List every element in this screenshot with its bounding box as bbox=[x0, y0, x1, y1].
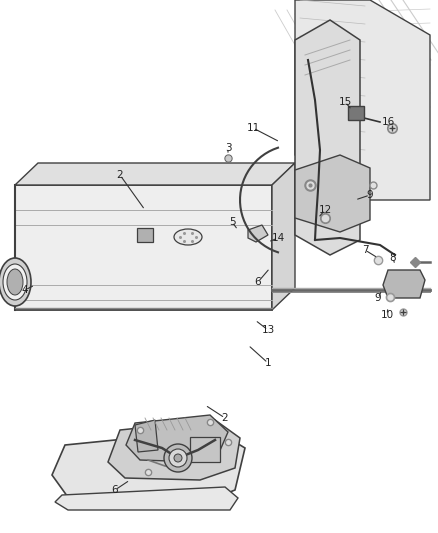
Text: 2: 2 bbox=[117, 170, 124, 180]
Bar bbox=[137, 228, 153, 242]
Text: 6: 6 bbox=[112, 485, 118, 495]
Text: 5: 5 bbox=[229, 217, 235, 227]
Text: 11: 11 bbox=[246, 123, 260, 133]
Circle shape bbox=[169, 449, 187, 467]
Ellipse shape bbox=[174, 229, 202, 245]
Polygon shape bbox=[52, 430, 245, 500]
Text: 14: 14 bbox=[272, 233, 285, 243]
Bar bbox=[190, 437, 220, 462]
Text: 6: 6 bbox=[254, 277, 261, 287]
Text: 13: 13 bbox=[261, 325, 275, 335]
Circle shape bbox=[164, 444, 192, 472]
Polygon shape bbox=[15, 163, 295, 185]
Bar bbox=[348, 106, 364, 120]
Polygon shape bbox=[15, 185, 272, 310]
Text: 1: 1 bbox=[265, 358, 271, 368]
Text: 15: 15 bbox=[339, 97, 352, 107]
Text: 9: 9 bbox=[374, 293, 381, 303]
Polygon shape bbox=[295, 20, 360, 255]
Polygon shape bbox=[383, 270, 425, 298]
Text: 2: 2 bbox=[222, 413, 228, 423]
Text: 10: 10 bbox=[381, 310, 394, 320]
Circle shape bbox=[174, 454, 182, 462]
Ellipse shape bbox=[0, 258, 31, 306]
Polygon shape bbox=[55, 487, 238, 510]
Text: 3: 3 bbox=[225, 143, 231, 153]
Polygon shape bbox=[272, 163, 295, 310]
Polygon shape bbox=[295, 0, 430, 200]
Text: 12: 12 bbox=[318, 205, 332, 215]
Polygon shape bbox=[248, 225, 268, 242]
Polygon shape bbox=[295, 155, 370, 232]
Polygon shape bbox=[126, 415, 228, 462]
Ellipse shape bbox=[7, 269, 23, 295]
Text: 9: 9 bbox=[367, 190, 373, 200]
Text: 7: 7 bbox=[362, 245, 368, 255]
Polygon shape bbox=[135, 420, 158, 452]
Text: 4: 4 bbox=[22, 285, 28, 295]
Text: 8: 8 bbox=[390, 253, 396, 263]
Ellipse shape bbox=[3, 264, 27, 300]
Polygon shape bbox=[108, 420, 240, 480]
Text: 16: 16 bbox=[381, 117, 395, 127]
